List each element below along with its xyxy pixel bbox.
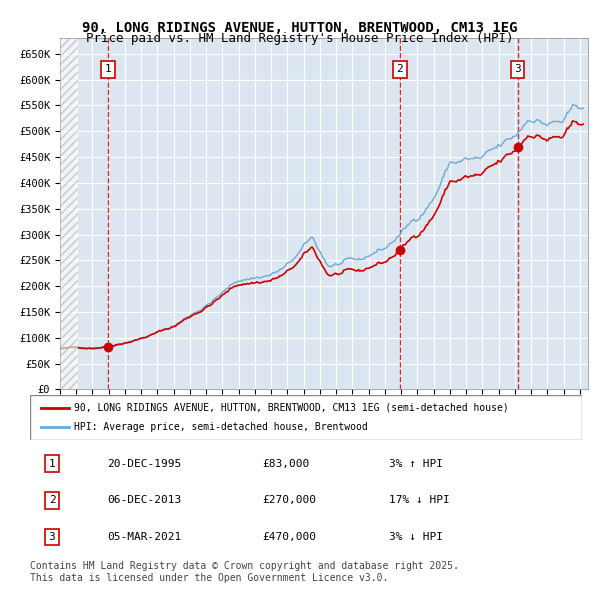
Text: HPI: Average price, semi-detached house, Brentwood: HPI: Average price, semi-detached house,… bbox=[74, 422, 368, 432]
Text: 05-MAR-2021: 05-MAR-2021 bbox=[107, 532, 182, 542]
Text: Contains HM Land Registry data © Crown copyright and database right 2025.
This d: Contains HM Land Registry data © Crown c… bbox=[30, 561, 459, 583]
Text: 3: 3 bbox=[514, 64, 521, 74]
Text: 17% ↓ HPI: 17% ↓ HPI bbox=[389, 496, 449, 505]
Text: 90, LONG RIDINGS AVENUE, HUTTON, BRENTWOOD, CM13 1EG (semi-detached house): 90, LONG RIDINGS AVENUE, HUTTON, BRENTWO… bbox=[74, 403, 509, 412]
Text: 1: 1 bbox=[105, 64, 112, 74]
Text: £270,000: £270,000 bbox=[262, 496, 316, 505]
Text: 3: 3 bbox=[49, 532, 55, 542]
Text: 3% ↑ HPI: 3% ↑ HPI bbox=[389, 459, 443, 468]
FancyBboxPatch shape bbox=[30, 395, 582, 440]
Text: £83,000: £83,000 bbox=[262, 459, 309, 468]
Text: 06-DEC-2013: 06-DEC-2013 bbox=[107, 496, 182, 505]
Text: £470,000: £470,000 bbox=[262, 532, 316, 542]
Text: Price paid vs. HM Land Registry's House Price Index (HPI): Price paid vs. HM Land Registry's House … bbox=[86, 32, 514, 45]
Text: 90, LONG RIDINGS AVENUE, HUTTON, BRENTWOOD, CM13 1EG: 90, LONG RIDINGS AVENUE, HUTTON, BRENTWO… bbox=[82, 21, 518, 35]
Text: 1: 1 bbox=[49, 459, 55, 468]
Text: 2: 2 bbox=[49, 496, 55, 505]
Text: 20-DEC-1995: 20-DEC-1995 bbox=[107, 459, 182, 468]
Text: 3% ↓ HPI: 3% ↓ HPI bbox=[389, 532, 443, 542]
Text: 2: 2 bbox=[397, 64, 403, 74]
